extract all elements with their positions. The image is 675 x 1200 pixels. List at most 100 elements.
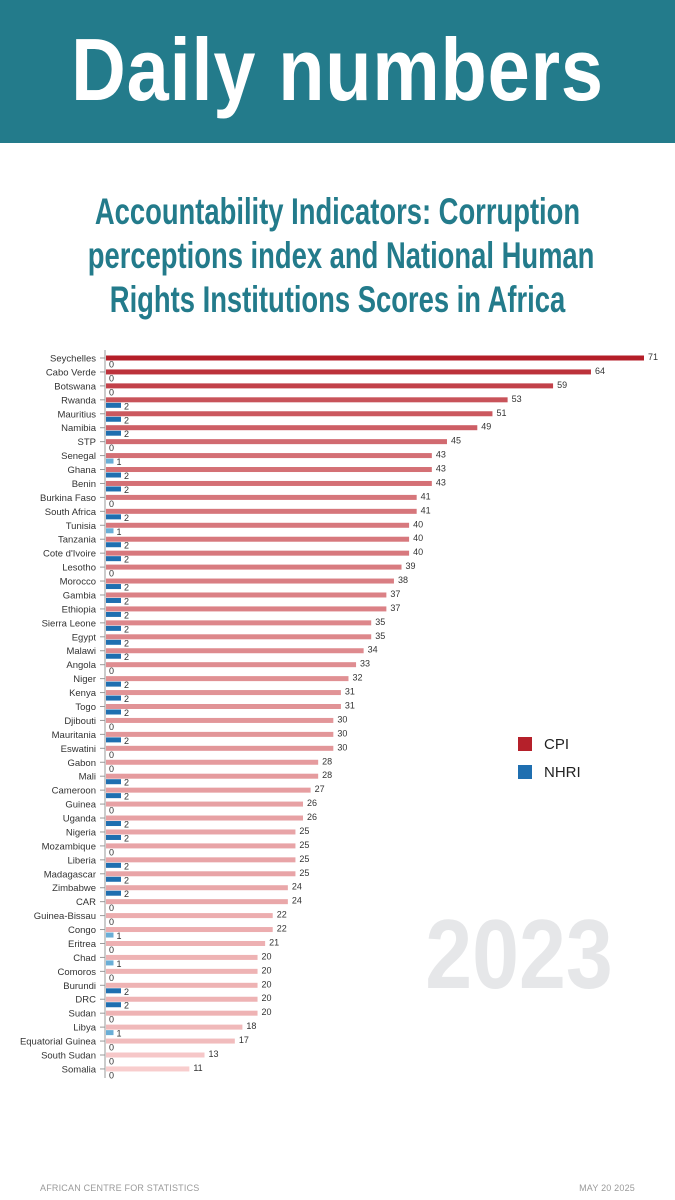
nhri-value-label: 1 <box>117 527 122 537</box>
cpi-value-label: 38 <box>398 575 408 585</box>
nhri-bar <box>106 542 121 548</box>
cpi-bar <box>106 397 508 403</box>
nhri-value-label: 2 <box>124 861 129 871</box>
chart-title-line: Rights Institutions Scores in Africa <box>109 279 566 320</box>
cpi-bar <box>106 467 432 473</box>
cpi-value-label: 41 <box>421 505 431 515</box>
cpi-bar <box>106 1010 258 1016</box>
y-tick-label: Gambia <box>63 590 97 601</box>
nhri-value-label: 0 <box>109 1070 114 1080</box>
y-tick-label: Seychelles <box>50 354 96 365</box>
cpi-bar <box>106 453 432 459</box>
cpi-value-label: 22 <box>277 924 287 934</box>
cpi-bar <box>106 717 334 723</box>
chart-title-line: Accountability Indicators: Corruption <box>94 191 581 232</box>
header-banner: Daily numbers <box>0 0 675 143</box>
nhri-bar <box>106 472 121 478</box>
chart-title-line: perceptions index and National Human <box>87 235 595 276</box>
cpi-bar <box>106 871 296 877</box>
cpi-value-label: 35 <box>375 617 385 627</box>
nhri-value-label: 2 <box>124 610 129 620</box>
nhri-bar <box>106 695 121 701</box>
legend-label: CPI <box>544 735 570 753</box>
cpi-bar <box>106 857 296 863</box>
nhri-value-label: 2 <box>124 778 129 788</box>
cpi-bar <box>106 355 644 361</box>
nhri-value-label: 0 <box>109 499 114 509</box>
nhri-bar <box>106 528 114 534</box>
nhri-value-label: 0 <box>109 387 114 397</box>
nhri-value-label: 0 <box>109 722 114 732</box>
cpi-value-label: 24 <box>292 882 302 892</box>
cpi-value-label: 24 <box>292 896 302 906</box>
nhri-bar <box>106 458 114 464</box>
cpi-bar <box>106 606 387 612</box>
cpi-value-label: 33 <box>360 659 370 669</box>
cpi-value-label: 43 <box>436 450 446 460</box>
cpi-bar <box>106 940 266 946</box>
y-tick-label: Guinea <box>65 800 96 811</box>
nhri-value-label: 1 <box>117 457 122 467</box>
nhri-value-label: 2 <box>124 485 129 495</box>
nhri-value-label: 1 <box>117 1029 122 1039</box>
nhri-bar <box>106 681 121 687</box>
nhri-value-label: 0 <box>109 917 114 927</box>
nhri-bar <box>106 793 121 799</box>
cpi-bar <box>106 439 447 445</box>
cpi-bar <box>106 927 273 933</box>
nhri-value-label: 0 <box>109 806 114 816</box>
cpi-bar <box>106 676 349 682</box>
cpi-value-label: 18 <box>246 1021 256 1031</box>
cpi-value-label: 30 <box>337 742 347 752</box>
y-tick-label: Mauritius <box>57 409 96 420</box>
y-tick-label: Eswatini <box>61 744 96 755</box>
nhri-value-label: 2 <box>124 875 129 885</box>
nhri-value-label: 0 <box>109 1015 114 1025</box>
cpi-bar <box>106 536 410 542</box>
cpi-bar <box>106 690 341 696</box>
cpi-value-label: 34 <box>368 645 378 655</box>
y-tick-label: Guinea-Bissau <box>34 911 96 922</box>
y-tick-label: Mozambique <box>42 841 96 852</box>
cpi-bar <box>106 899 288 905</box>
cpi-value-label: 37 <box>390 589 400 599</box>
nhri-bar <box>106 653 121 659</box>
nhri-bar <box>106 737 121 743</box>
cpi-bar <box>106 815 304 821</box>
cpi-value-label: 22 <box>277 910 287 920</box>
y-tick-label: Cote d'Ivoire <box>43 549 96 560</box>
year-watermark: 2023 <box>425 899 613 1009</box>
cpi-bar <box>106 620 372 626</box>
y-tick-label: Mauritania <box>52 730 97 741</box>
y-tick-label: Namibia <box>61 423 97 434</box>
cpi-bar <box>106 843 296 849</box>
y-tick-label: Uganda <box>63 814 97 825</box>
y-tick-label: Sudan <box>69 1009 96 1020</box>
nhri-bar <box>106 430 121 436</box>
nhri-value-label: 2 <box>124 583 129 593</box>
cpi-value-label: 51 <box>496 408 506 418</box>
cpi-bar <box>106 801 304 807</box>
cpi-value-label: 30 <box>337 714 347 724</box>
nhri-bar <box>106 709 121 715</box>
legend-item-nhri: NHRI <box>518 758 581 786</box>
y-tick-label: Benin <box>72 479 96 490</box>
y-tick-label: Rwanda <box>61 395 97 406</box>
nhri-bar <box>106 876 121 882</box>
cpi-bar <box>106 829 296 835</box>
cpi-bar <box>106 648 364 654</box>
cpi-value-label: 43 <box>436 464 446 474</box>
y-tick-label: Mali <box>79 772 96 783</box>
cpi-value-label: 26 <box>307 798 317 808</box>
cpi-bar <box>106 968 258 974</box>
y-tick-label: Burkina Faso <box>40 493 96 504</box>
nhri-value-label: 2 <box>124 541 129 551</box>
nhri-value-label: 0 <box>109 945 114 955</box>
nhri-bar <box>106 1002 121 1008</box>
cpi-bar <box>106 1024 243 1030</box>
nhri-bar <box>106 514 121 520</box>
nhri-bar <box>106 625 121 631</box>
cpi-bar <box>106 494 417 500</box>
cpi-bar <box>106 425 478 431</box>
